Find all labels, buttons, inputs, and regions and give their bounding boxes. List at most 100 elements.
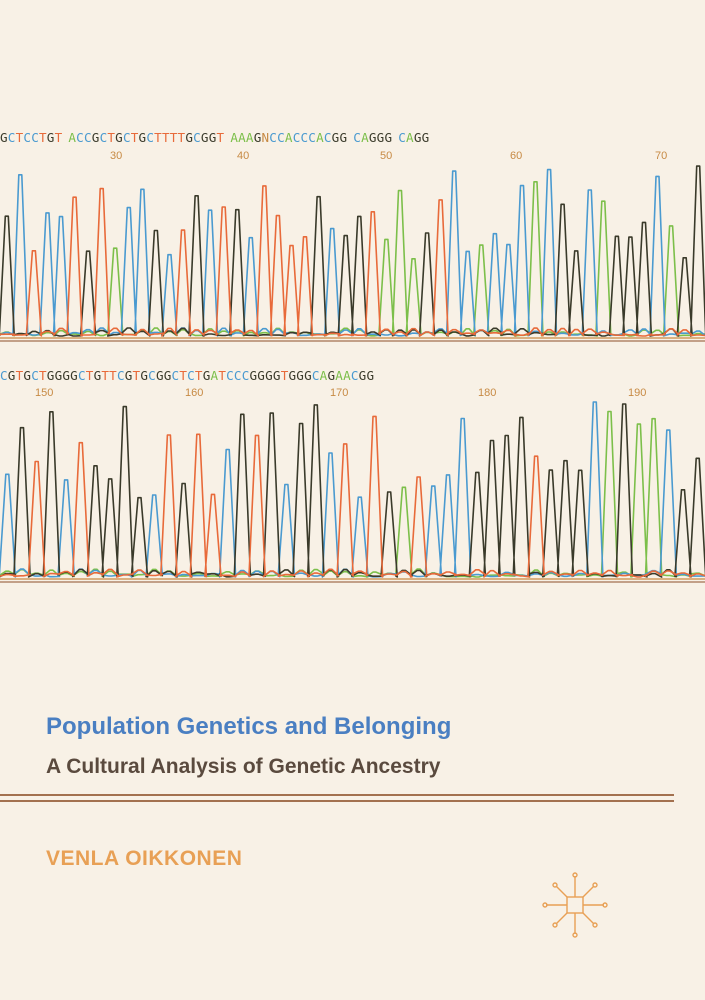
base-letter: G bbox=[208, 130, 217, 145]
base-letter: A bbox=[335, 368, 344, 383]
base-letter: T bbox=[179, 368, 188, 383]
base-letter: C bbox=[7, 130, 16, 145]
base-letter: G bbox=[384, 130, 393, 145]
base-letter: G bbox=[7, 368, 16, 383]
base-letter: G bbox=[376, 130, 385, 145]
base-letter: G bbox=[288, 368, 297, 383]
base-letter: C bbox=[269, 130, 278, 145]
base-letter: T bbox=[216, 130, 225, 145]
base-letter: C bbox=[277, 130, 285, 145]
base-letter: G bbox=[62, 368, 71, 383]
base-letter: C bbox=[77, 368, 86, 383]
base-letter: G bbox=[272, 368, 281, 383]
base-letter: C bbox=[226, 368, 234, 383]
chromatogram-trace-row-2 bbox=[0, 401, 705, 583]
divider-rule-top bbox=[0, 794, 674, 796]
base-letter: G bbox=[358, 368, 367, 383]
position-number: 160 bbox=[185, 387, 204, 399]
base-letter: G bbox=[163, 368, 172, 383]
base-letter: G bbox=[253, 130, 262, 145]
chromatogram-trace-row-1 bbox=[0, 165, 705, 342]
position-number: 180 bbox=[478, 387, 497, 399]
base-letter: G bbox=[296, 368, 305, 383]
position-number: 150 bbox=[35, 387, 54, 399]
base-letter: A bbox=[245, 130, 254, 145]
base-letter: A bbox=[406, 130, 414, 145]
base-letter: C bbox=[308, 130, 317, 145]
base-letter: G bbox=[304, 368, 312, 383]
base-letter: G bbox=[46, 368, 55, 383]
base-letter: G bbox=[200, 130, 209, 145]
base-letter: C bbox=[311, 368, 320, 383]
base-letter: G bbox=[331, 130, 340, 145]
base-letter: T bbox=[101, 368, 110, 383]
base-letter: G bbox=[257, 368, 266, 383]
base-letter: G bbox=[265, 368, 273, 383]
base-letter: T bbox=[194, 368, 203, 383]
position-number: 70 bbox=[655, 150, 668, 162]
base-letter: C bbox=[31, 368, 39, 383]
base-letter: C bbox=[23, 130, 32, 145]
base-letter: T bbox=[38, 368, 47, 383]
base-letter: G bbox=[327, 368, 336, 383]
base-letter: G bbox=[91, 130, 100, 145]
base-letter: G bbox=[249, 368, 258, 383]
publisher-logo-icon bbox=[542, 872, 608, 938]
divider-rule-bottom bbox=[0, 800, 674, 802]
base-letter: T bbox=[132, 368, 141, 383]
base-letter: T bbox=[109, 368, 117, 383]
base-letter: G bbox=[23, 368, 32, 383]
base-letter: A bbox=[343, 368, 351, 383]
position-number: 190 bbox=[628, 387, 647, 399]
base-letter: C bbox=[241, 368, 250, 383]
book-subtitle: A Cultural Analysis of Genetic Ancestry bbox=[46, 755, 441, 778]
base-letter: T bbox=[85, 368, 94, 383]
base-letter: C bbox=[83, 130, 92, 145]
base-letter: G bbox=[54, 368, 63, 383]
base-letter: G bbox=[124, 368, 133, 383]
base-letter: C bbox=[350, 368, 359, 383]
base-letter: G bbox=[421, 130, 430, 145]
position-numbers-row-1: 30 40 50 60 70 bbox=[0, 150, 705, 164]
base-letter: C bbox=[292, 130, 301, 145]
base-letter: C bbox=[0, 368, 8, 383]
base-letter: C bbox=[353, 130, 362, 145]
base-letter: T bbox=[280, 368, 289, 383]
base-letter: G bbox=[140, 368, 149, 383]
base-letter: T bbox=[154, 130, 162, 145]
base-letter: G bbox=[368, 130, 377, 145]
author-name: VENLA OIKKONEN bbox=[46, 847, 243, 870]
base-letter: C bbox=[148, 368, 156, 383]
base-letter: T bbox=[54, 130, 63, 145]
position-number: 40 bbox=[237, 150, 250, 162]
base-letter: G bbox=[138, 130, 147, 145]
base-letter: C bbox=[398, 130, 407, 145]
base-letter: C bbox=[300, 130, 309, 145]
trace-channel-T bbox=[0, 185, 705, 337]
base-letter: A bbox=[316, 130, 324, 145]
base-letter: G bbox=[115, 130, 123, 145]
base-letter: G bbox=[413, 130, 422, 145]
base-letter: C bbox=[187, 368, 195, 383]
base-letter: G bbox=[202, 368, 211, 383]
base-letter: A bbox=[230, 130, 239, 145]
base-letter: C bbox=[171, 368, 180, 383]
position-number: 30 bbox=[110, 150, 123, 162]
base-letter: C bbox=[233, 368, 242, 383]
base-letter: N bbox=[261, 130, 270, 145]
base-letter: T bbox=[218, 368, 227, 383]
base-letter: C bbox=[193, 130, 201, 145]
base-letter: A bbox=[284, 130, 293, 145]
base-letter: C bbox=[122, 130, 131, 145]
position-number: 60 bbox=[510, 150, 523, 162]
base-letter: T bbox=[161, 130, 170, 145]
base-letter: C bbox=[31, 130, 39, 145]
base-letter: G bbox=[70, 368, 78, 383]
position-number: 170 bbox=[330, 387, 349, 399]
base-letter: G bbox=[46, 130, 55, 145]
base-letter: G bbox=[366, 368, 375, 383]
base-letter: A bbox=[68, 130, 77, 145]
base-letter: T bbox=[107, 130, 116, 145]
base-letter: G bbox=[0, 130, 8, 145]
base-letter: G bbox=[185, 130, 194, 145]
